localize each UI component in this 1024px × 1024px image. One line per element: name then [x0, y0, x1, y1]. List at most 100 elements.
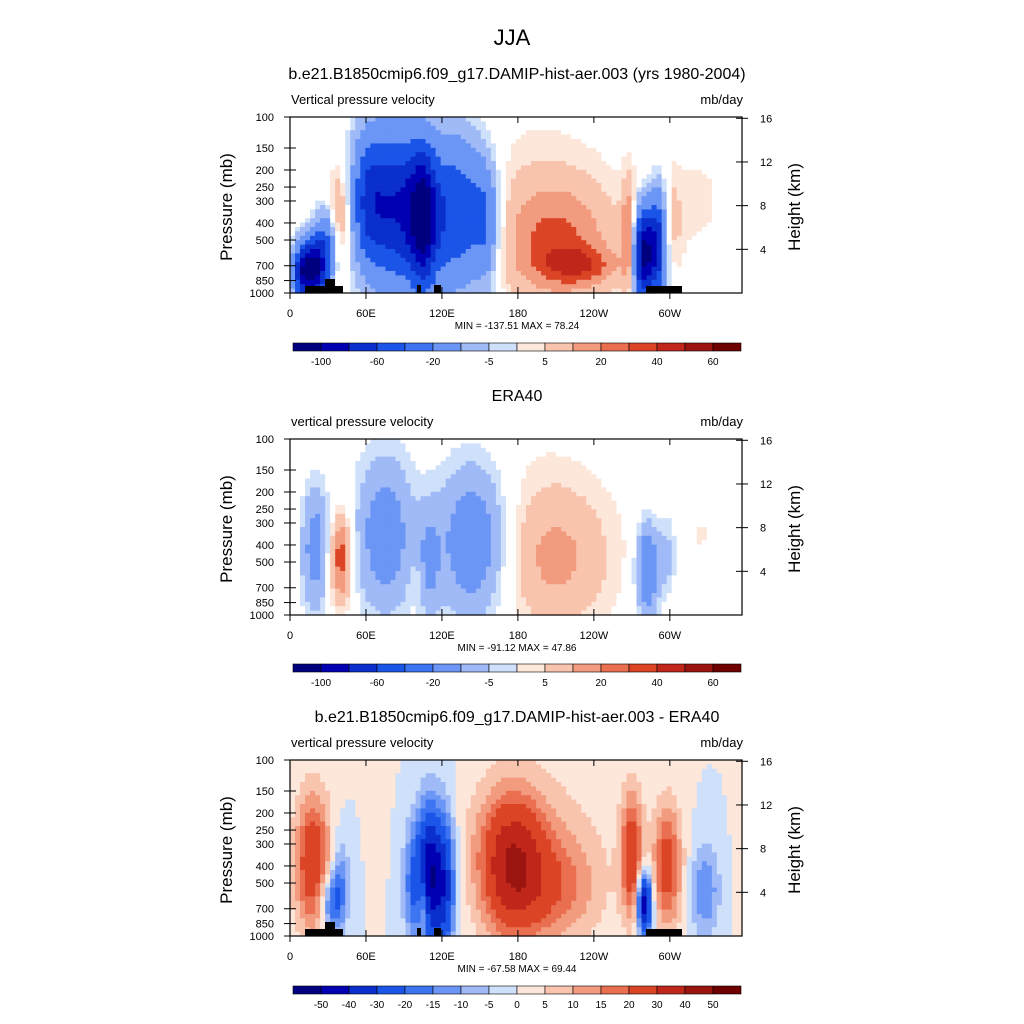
panel-title: ERA40: [492, 388, 543, 405]
colorbar-tick-label: -20: [398, 1000, 413, 1011]
panel-3: b.e21.B1850cmip6.f09_g17.DAMIP-hist-aer.…: [217, 709, 804, 1011]
y2-tick-label: 16: [760, 113, 772, 125]
plot-frame: [289, 759, 743, 937]
panel-variable-label: vertical pressure velocity: [291, 735, 434, 750]
colorbar-tick-label: 40: [651, 678, 663, 689]
x-tick-label: 60W: [659, 308, 682, 320]
colorbar-tick-label: -5: [485, 678, 494, 689]
colorbar-tick-label: -20: [426, 678, 441, 689]
x-tick-label: 120W: [579, 630, 608, 642]
panel-variable-label: vertical pressure velocity: [291, 414, 434, 429]
colorbar-tick-label: -60: [370, 357, 385, 368]
y-tick-label: 150: [256, 143, 274, 155]
figure-title: JJA: [494, 25, 531, 50]
x-tick-label: 180: [509, 630, 527, 642]
y2-tick-label: 16: [760, 756, 772, 768]
y-tick-label: 400: [256, 861, 274, 873]
y-tick-label: 300: [256, 196, 274, 208]
colorbar-tick-label: -100: [311, 678, 331, 689]
y-axis-label: Pressure (mb): [217, 796, 236, 904]
x-tick-label: 60W: [659, 951, 682, 963]
panel-units-label: mb/day: [700, 735, 743, 750]
colorbar-tick-label: -10: [454, 1000, 469, 1011]
y-tick-label: 300: [256, 518, 274, 530]
x-tick-label: 120E: [429, 951, 455, 963]
y-tick-label: 1000: [250, 931, 274, 943]
y-tick-label: 250: [256, 504, 274, 516]
y-tick-label: 500: [256, 235, 274, 247]
y2-tick-label: 12: [760, 157, 772, 169]
y-tick-label: 500: [256, 557, 274, 569]
colorbar-tick-label: 60: [707, 678, 719, 689]
y-tick-label: 700: [256, 583, 274, 595]
colorbar-tick-label: 5: [542, 678, 548, 689]
x-tick-label: 60E: [356, 951, 376, 963]
panel-title: b.e21.B1850cmip6.f09_g17.DAMIP-hist-aer.…: [315, 709, 720, 726]
colorbar-tick-label: 5: [542, 1000, 548, 1011]
colorbar-tick-label: -40: [342, 1000, 357, 1011]
colorbar-tick-label: -60: [370, 678, 385, 689]
panel-variable-label: Vertical pressure velocity: [291, 92, 435, 107]
y2-axis-label: Height (km): [785, 485, 804, 573]
y-tick-label: 700: [256, 261, 274, 273]
colorbar: -100 -60 -20 -5 5 20 40 60: [292, 663, 742, 689]
colorbar-tick-label: -20: [426, 357, 441, 368]
y-tick-label: 1000: [250, 610, 274, 622]
colorbar-tick-label: 20: [623, 1000, 635, 1011]
colorbar-tick-label: -50: [314, 1000, 329, 1011]
y-tick-label: 500: [256, 878, 274, 890]
min-max-stats: MIN = -91.12 MAX = 47.86: [458, 643, 577, 654]
colorbar-tick-label: 60: [707, 357, 719, 368]
y-tick-label: 250: [256, 825, 274, 837]
colorbar-tick-label: 10: [567, 1000, 579, 1011]
y2-tick-label: 4: [760, 244, 766, 256]
colorbar-tick-label: 20: [595, 678, 607, 689]
plot-frame: [289, 438, 743, 616]
panel-1: b.e21.B1850cmip6.f09_g17.DAMIP-hist-aer.…: [217, 66, 804, 368]
y2-tick-label: 12: [760, 479, 772, 491]
y-tick-label: 100: [256, 755, 274, 767]
y-tick-label: 1000: [250, 288, 274, 300]
x-tick-label: 120E: [429, 308, 455, 320]
y-tick-label: 400: [256, 540, 274, 552]
y-tick-label: 850: [256, 276, 274, 288]
y-tick-label: 700: [256, 904, 274, 916]
topography-mask: [305, 922, 682, 936]
contour-field: [290, 117, 743, 294]
panel-units-label: mb/day: [700, 92, 743, 107]
y2-tick-label: 12: [760, 800, 772, 812]
min-max-stats: MIN = -137.51 MAX = 78.24: [455, 321, 580, 332]
y-tick-label: 300: [256, 839, 274, 851]
panel-2: ERA40 vertical pressure velocity mb/day 100…: [217, 388, 804, 689]
topography-mask: [305, 279, 682, 293]
y-tick-label: 150: [256, 786, 274, 798]
colorbar-tick-label: -5: [485, 1000, 494, 1011]
y2-tick-label: 8: [760, 523, 766, 535]
x-tick-label: 0: [287, 630, 293, 642]
y2-tick-label: 8: [760, 201, 766, 213]
y2-axis-label: Height (km): [785, 806, 804, 894]
colorbar-tick-label: -30: [370, 1000, 385, 1011]
y-axis-label: Pressure (mb): [217, 153, 236, 261]
colorbar-tick-label: -15: [426, 1000, 441, 1011]
colorbar-tick-label: 0: [514, 1000, 520, 1011]
contour-field: [290, 760, 743, 937]
y-tick-label: 400: [256, 218, 274, 230]
y-axis-label: Pressure (mb): [217, 475, 236, 583]
x-tick-label: 60W: [659, 630, 682, 642]
x-tick-label: 180: [509, 951, 527, 963]
colorbar-tick-label: 40: [651, 357, 663, 368]
y-tick-label: 200: [256, 165, 274, 177]
y-tick-label: 250: [256, 182, 274, 194]
panel-units-label: mb/day: [700, 414, 743, 429]
colorbar: -100 -60 -20 -5 5 20 40 60: [292, 342, 742, 368]
plot-frame: [289, 116, 743, 294]
y-tick-label: 850: [256, 919, 274, 931]
y2-tick-label: 8: [760, 844, 766, 856]
y-tick-label: 100: [256, 434, 274, 446]
y-tick-label: 100: [256, 112, 274, 124]
colorbar: -50 -40 -30 -20 -15 -10 -5 0 5 10 15 20 30 40 50: [292, 985, 742, 1011]
x-tick-label: 180: [509, 308, 527, 320]
colorbar-tick-label: 50: [707, 1000, 719, 1011]
